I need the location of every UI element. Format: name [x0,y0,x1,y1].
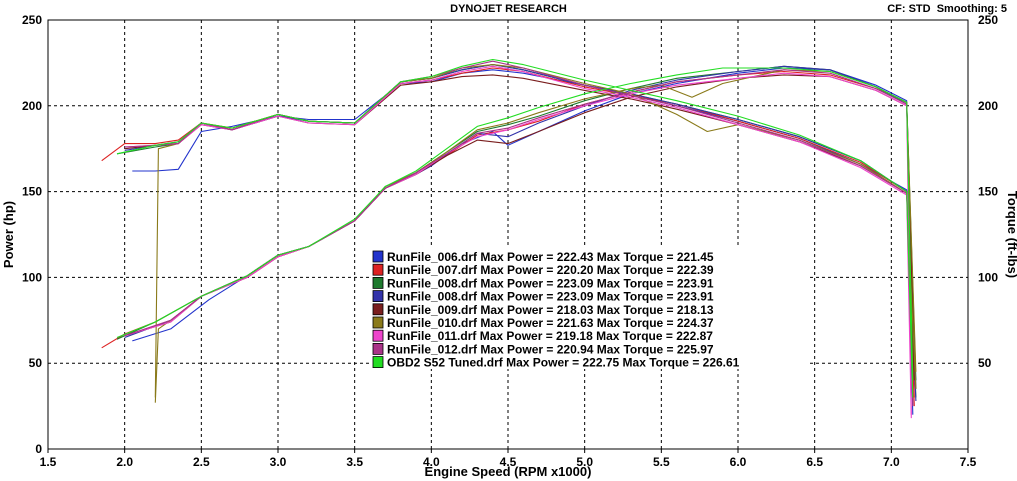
legend-background [369,247,810,369]
y2-axis-label: Torque (ft-lbs) [1005,191,1017,278]
y2-tick-label: 150 [978,185,998,199]
legend-swatch [372,303,384,316]
grid-lines [48,20,968,449]
x-tick-label: 1.5 [40,455,57,469]
x-tick-label: 7.5 [960,455,977,469]
y-tick-label: 200 [22,99,42,113]
x-tick-label: 7.0 [883,455,900,469]
y2-tick-label: 200 [978,99,998,113]
series-8-torque-line [124,60,914,407]
x-tick-label: 2.5 [193,455,210,469]
x-tick-label: 4.0 [423,455,440,469]
legend-swatch [372,250,384,263]
legend-swatch [372,263,384,276]
legend-swatch [372,356,384,369]
cf-label: CF: STD [887,3,931,15]
y-tick-label: 150 [22,185,42,199]
y-tick-label: 100 [22,270,42,284]
legend-entry: RunFile_010.drf Max Power = 221.63 Max T… [387,316,714,330]
x-axis-label: Engine Speed (RPM x1000) [425,464,592,479]
y2-tick-label: 50 [978,356,992,370]
legend-entry: RunFile_008.drf Max Power = 223.09 Max T… [387,276,714,290]
legend-swatch [372,329,384,342]
x-tick-label: 3.0 [270,455,287,469]
legend-swatch [372,276,384,289]
x-tick-label: 5.0 [576,455,593,469]
legend: RunFile_006.drf Max Power = 222.43 Max T… [369,247,810,370]
series-9-torque-line [116,58,914,398]
x-tick-label: 5.5 [653,455,670,469]
x-tick-label: 2.0 [116,455,133,469]
legend-entry: RunFile_007.drf Max Power = 220.20 Max T… [387,263,714,277]
legend-entry: RunFile_009.drf Max Power = 218.03 Max T… [387,303,714,317]
curves [101,58,917,419]
series-9-power-line [116,67,914,381]
y-tick-label: 50 [29,356,43,370]
y-axis-label: Power (hp) [1,201,16,268]
y-tick-label: 250 [22,13,42,27]
x-tick-label: 3.5 [346,455,363,469]
y-tick-label: 0 [35,442,42,456]
legend-entry: OBD2 S52 Tuned.drf Max Power = 222.75 Ma… [387,356,740,370]
plot-frame [47,19,969,450]
legend-entry: RunFile_012.drf Max Power = 220.94 Max T… [387,342,714,356]
x-tick-label: 4.5 [500,455,517,469]
legend-entry: RunFile_011.drf Max Power = 219.18 Max T… [387,329,713,343]
series-7-power-line [124,72,912,415]
x-tick-label: 6.5 [806,455,823,469]
series-2-torque-line [101,67,915,407]
correction-info: CF: STD Smoothing: 5 [887,3,1007,15]
y2-tick-label: 100 [978,270,998,284]
legend-entry: RunFile_008.drf Max Power = 223.09 Max T… [387,290,714,304]
legend-swatch [372,316,384,329]
y-axis-ticks: 0 50 100 150 200 250 [22,13,42,456]
legend-swatch [372,342,384,355]
legend-swatch [372,290,384,303]
smoothing-label: Smoothing: 5 [936,3,1007,15]
legend-entry: RunFile_006.drf Max Power = 222.43 Max T… [387,250,714,264]
x-axis-ticks: 1.5 2.0 2.5 3.0 3.5 4.0 4.5 5.0 5.5 6.0 6.5 7.0 7.5 [40,449,977,469]
x-tick-label: 6.0 [730,455,747,469]
chart-title: DYNOJET RESEARCH [450,3,567,15]
y2-tick-label: 250 [978,13,998,27]
series-7-torque-line [124,65,912,419]
y2-axis-ticks: 50 100 150 200 250 [978,13,998,370]
